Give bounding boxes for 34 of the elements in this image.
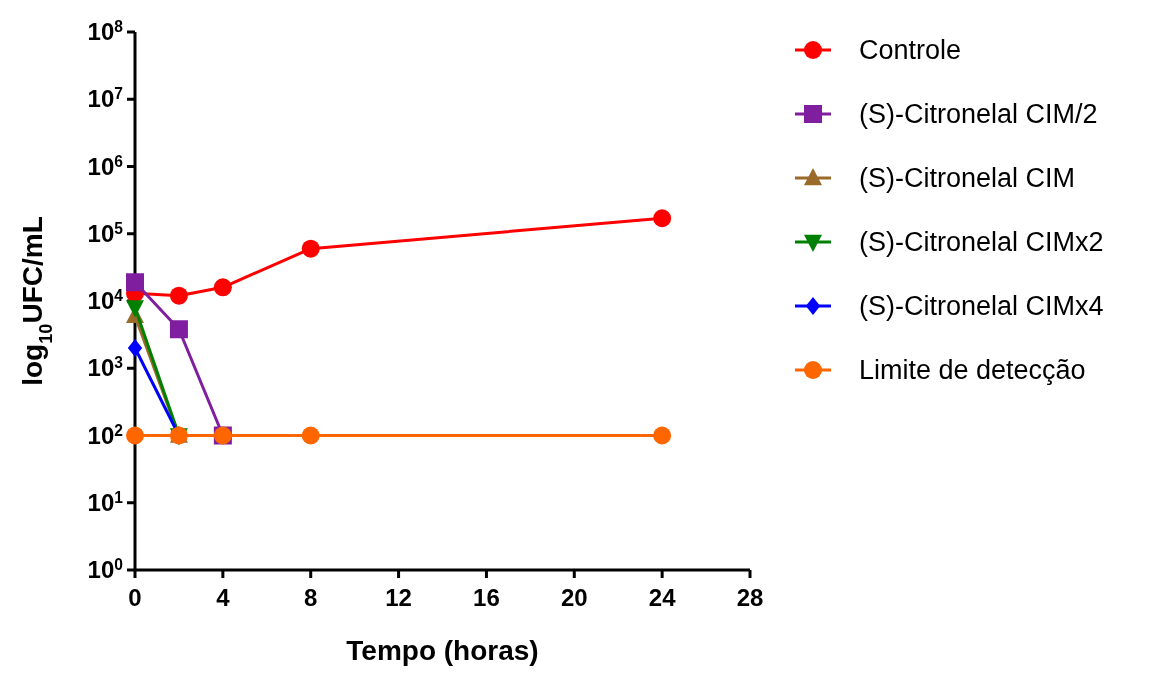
- y-tick-label: 10$^{7}$: [87, 84, 123, 113]
- point: [301, 239, 320, 258]
- point: [169, 286, 188, 305]
- point: [127, 339, 143, 358]
- point: [126, 426, 144, 445]
- legend-label: Controle: [859, 35, 962, 65]
- point: [169, 320, 188, 339]
- point: [213, 278, 232, 297]
- legend-label: (S)-Citronelal CIMx2: [859, 227, 1104, 257]
- x-tick-label: 12: [385, 584, 412, 611]
- point: [653, 426, 672, 445]
- point: [653, 209, 672, 228]
- legend-label: (S)-Citronelal CIM/2: [859, 99, 1098, 129]
- x-tick-label: 24: [648, 584, 677, 611]
- y-tick-label: 10$^{0}$: [87, 555, 124, 583]
- point: [126, 273, 144, 292]
- legend-label: Limite de detecção: [859, 355, 1086, 385]
- point: [301, 426, 320, 445]
- x-tick-label: 16: [473, 584, 500, 611]
- y-tick-label: 10$^{5}$: [87, 219, 124, 247]
- y-tick-label: 10$^{2}$: [87, 421, 124, 449]
- x-axis-title: Tempo (horas): [346, 635, 539, 666]
- legend-label: (S)-Citronelal CIMx4: [859, 291, 1104, 321]
- y-tick-label: 10$^{3}$: [87, 353, 124, 382]
- y-tick-label: 10$^{6}$: [87, 152, 124, 180]
- legend-label: (S)-Citronelal CIM: [859, 163, 1076, 193]
- x-tick-label: 20: [560, 584, 588, 611]
- y-tick-label: 10$^{1}$: [87, 488, 124, 516]
- x-tick-label: 4: [216, 584, 231, 611]
- x-tick-label: 8: [304, 584, 318, 611]
- x-tick-label: 28: [736, 584, 764, 611]
- x-tick-label: 0: [128, 584, 142, 611]
- y-tick-label: 10$^{8}$: [87, 17, 124, 45]
- y-tick-label: 10$^{4}$: [87, 286, 124, 314]
